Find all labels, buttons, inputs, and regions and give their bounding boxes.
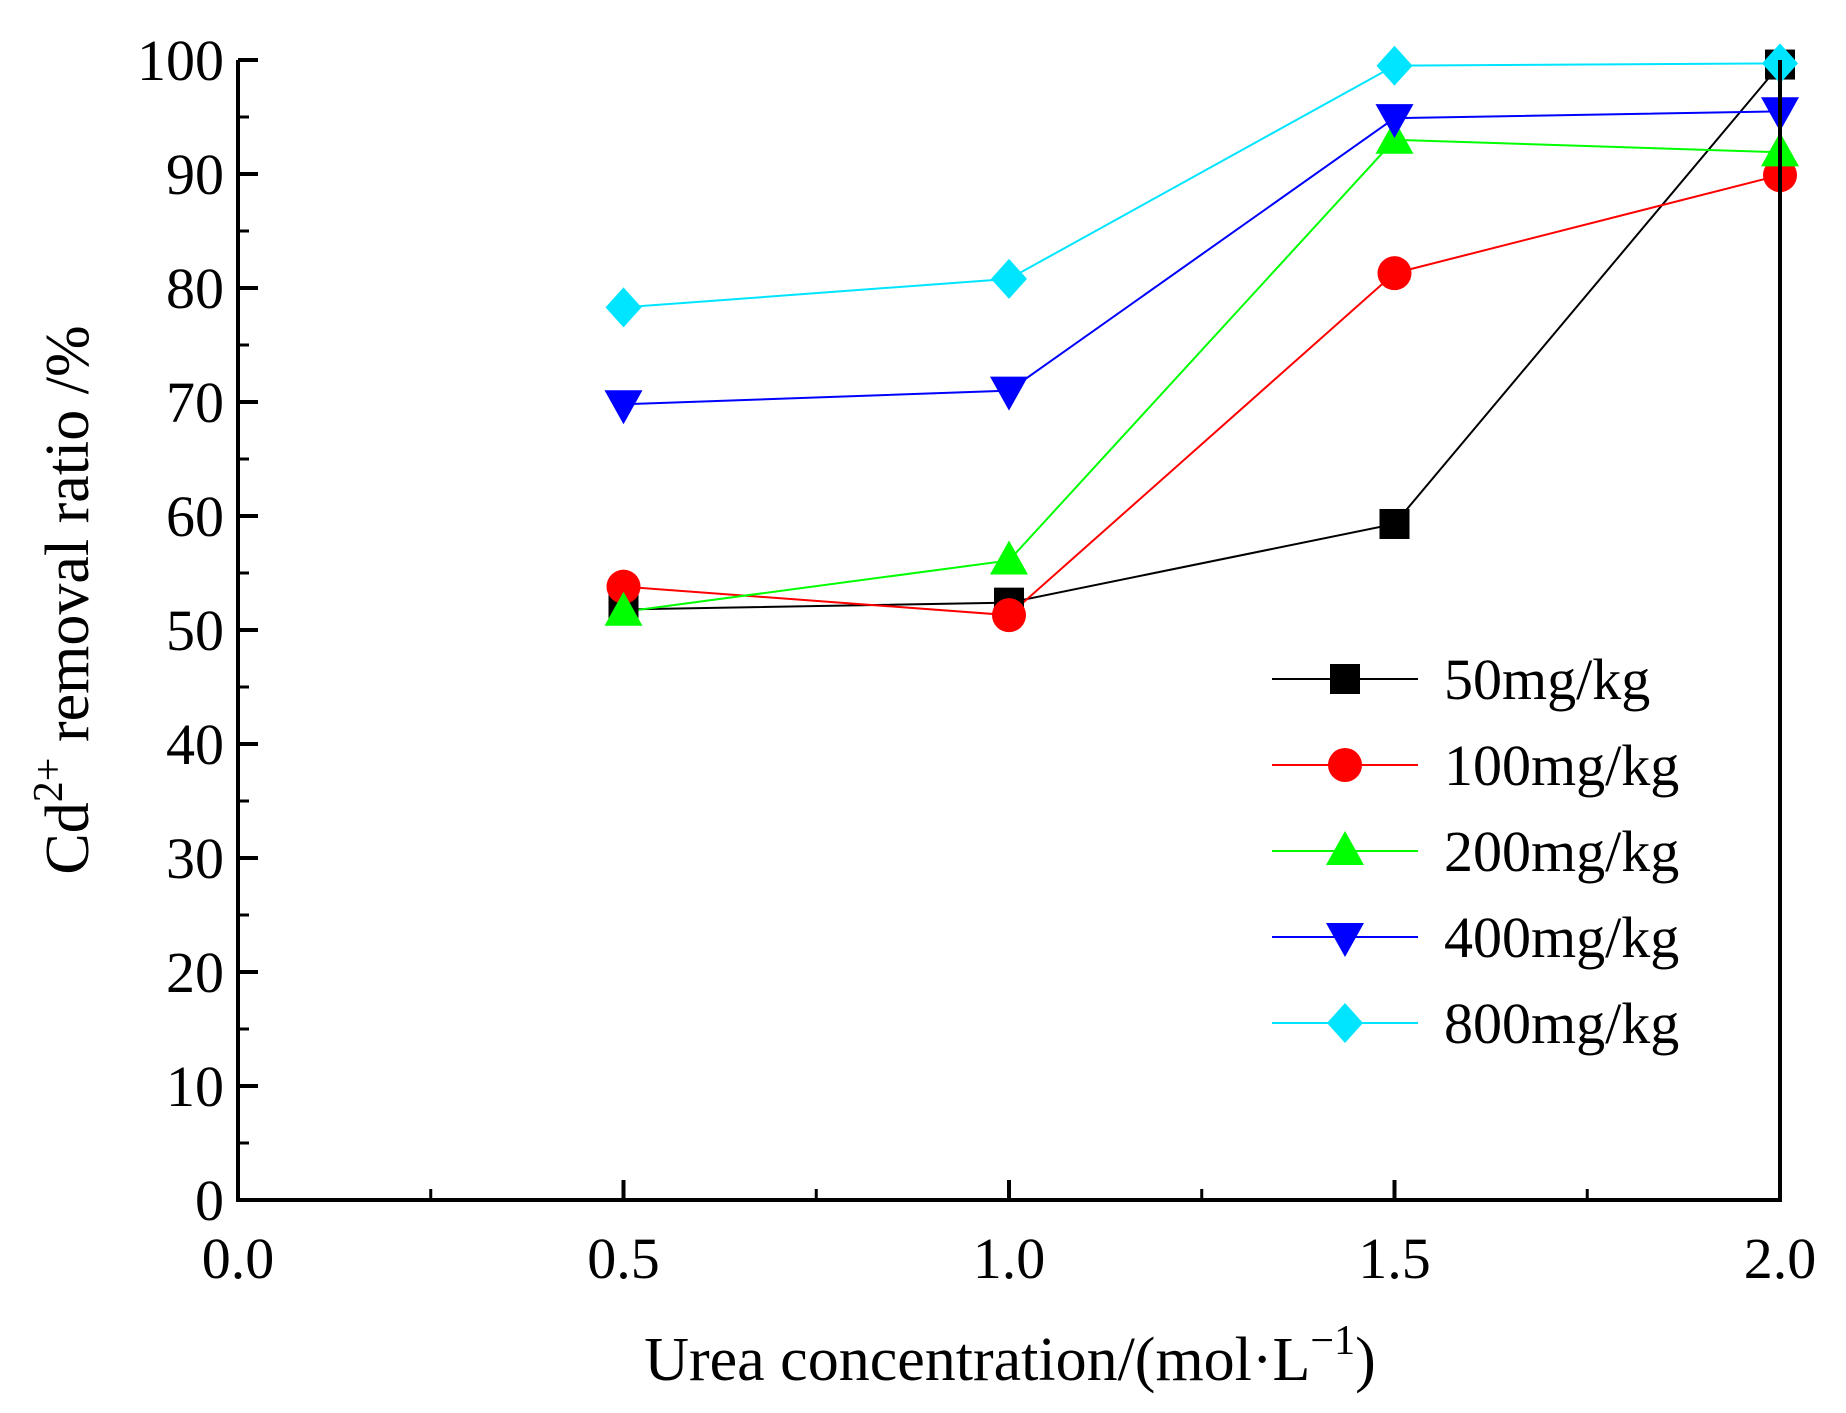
series-line xyxy=(623,174,1781,617)
data-point xyxy=(992,598,1026,633)
legend-label: 200mg/kg xyxy=(1444,819,1679,884)
y-tick-label: 90 xyxy=(166,142,224,207)
plot-area xyxy=(604,43,1799,633)
data-point xyxy=(1376,45,1413,86)
data-point xyxy=(605,287,642,328)
legend-marker xyxy=(1327,1003,1363,1043)
legend-label: 400mg/kg xyxy=(1444,905,1679,970)
data-point xyxy=(1377,256,1412,291)
data-point xyxy=(990,540,1028,575)
data-point xyxy=(606,569,641,604)
y-tick-label: 30 xyxy=(166,826,224,891)
data-point xyxy=(991,258,1027,299)
axes: 0 10 20 30 40 50 60 70 80 90 100 0.0 0.5 1.0 1.5 2.0 xyxy=(137,28,1816,1291)
y-tick-label: 10 xyxy=(166,1054,224,1119)
y-tick-label: 40 xyxy=(166,712,224,777)
y-tick-label: 20 xyxy=(166,940,224,1005)
x-tick-label: 0.5 xyxy=(587,1226,660,1291)
y-axis-title: Cd2+ removal ratio /% xyxy=(26,325,102,874)
y-tick-label: 70 xyxy=(166,370,224,435)
legend-marker xyxy=(1330,664,1360,694)
y-tick-label: 80 xyxy=(166,256,224,321)
x-axis-title: Urea concentration/(mol·L−1) xyxy=(644,1318,1376,1394)
data-point xyxy=(604,591,643,626)
series-line xyxy=(623,138,1781,613)
y-tick-label: 50 xyxy=(166,598,224,663)
data-point xyxy=(990,376,1028,411)
legend-label: 50mg/kg xyxy=(1444,647,1650,712)
legend-marker xyxy=(1328,748,1362,782)
y-tick-label: 0 xyxy=(195,1168,224,1233)
series-line xyxy=(623,63,1781,611)
x-tick-label: 2.0 xyxy=(1744,1226,1817,1291)
legend: 50mg/kg 100mg/kg 200mg/kg 400mg/kg 800mg/kg xyxy=(1272,647,1679,1056)
x-tick-label: 0.0 xyxy=(202,1226,275,1291)
legend-marker xyxy=(1326,923,1364,957)
y-tick-label: 60 xyxy=(166,484,224,549)
x-tick-label: 1.5 xyxy=(1358,1226,1431,1291)
data-point xyxy=(604,390,643,425)
legend-label: 800mg/kg xyxy=(1444,991,1679,1056)
y-tick-label: 100 xyxy=(137,28,224,93)
data-point xyxy=(1379,508,1410,539)
series-line xyxy=(623,110,1781,406)
data-point xyxy=(1375,104,1414,139)
legend-marker xyxy=(1326,831,1364,865)
series-line xyxy=(623,62,1781,309)
x-tick-label: 1.0 xyxy=(973,1226,1046,1291)
legend-label: 100mg/kg xyxy=(1444,733,1679,798)
